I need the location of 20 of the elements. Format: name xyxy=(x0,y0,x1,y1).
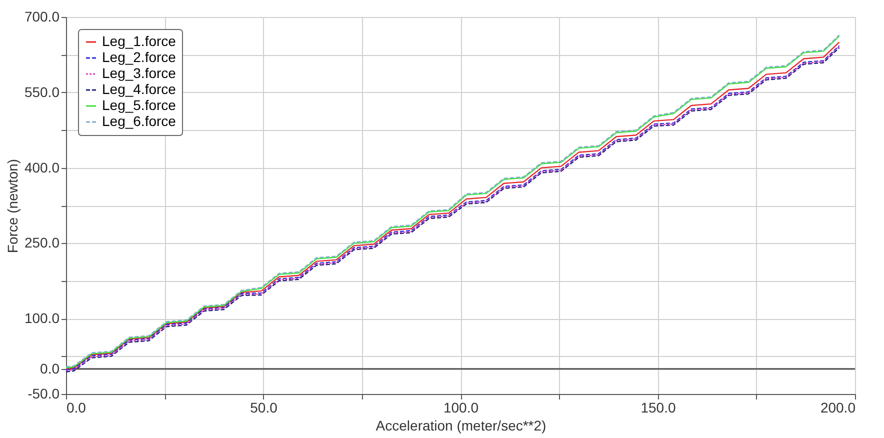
x-tick-label: 0.0 xyxy=(66,400,86,416)
y-tick-label: 400.0 xyxy=(24,159,60,176)
legend-label: Leg_1.force xyxy=(102,33,176,49)
legend-label: Leg_5.force xyxy=(102,97,176,113)
x-tick-label: 150.0 xyxy=(640,400,676,416)
y-tick-label: 250.0 xyxy=(24,234,60,251)
legend-label: Leg_2.force xyxy=(102,49,176,65)
y-tick-label: 100.0 xyxy=(24,310,60,326)
legend-label: Leg_6.force xyxy=(102,113,176,129)
y-tick-label: -50.0 xyxy=(28,386,60,402)
y-tick-label: 550.0 xyxy=(24,84,60,100)
x-axis-title: Acceleration (meter/sec**2) xyxy=(376,418,546,434)
y-tick-label: 0.0 xyxy=(40,360,60,376)
legend-label: Leg_4.force xyxy=(102,81,176,97)
x-tick-label: 200.0 xyxy=(820,400,856,416)
x-tick-label: 50.0 xyxy=(250,400,278,416)
legend-label: Leg_3.force xyxy=(102,65,176,81)
y-axis-title: Force (newton) xyxy=(4,158,20,254)
x-tick-label: 100.0 xyxy=(443,400,479,416)
y-tick-label: 700.0 xyxy=(24,8,60,24)
